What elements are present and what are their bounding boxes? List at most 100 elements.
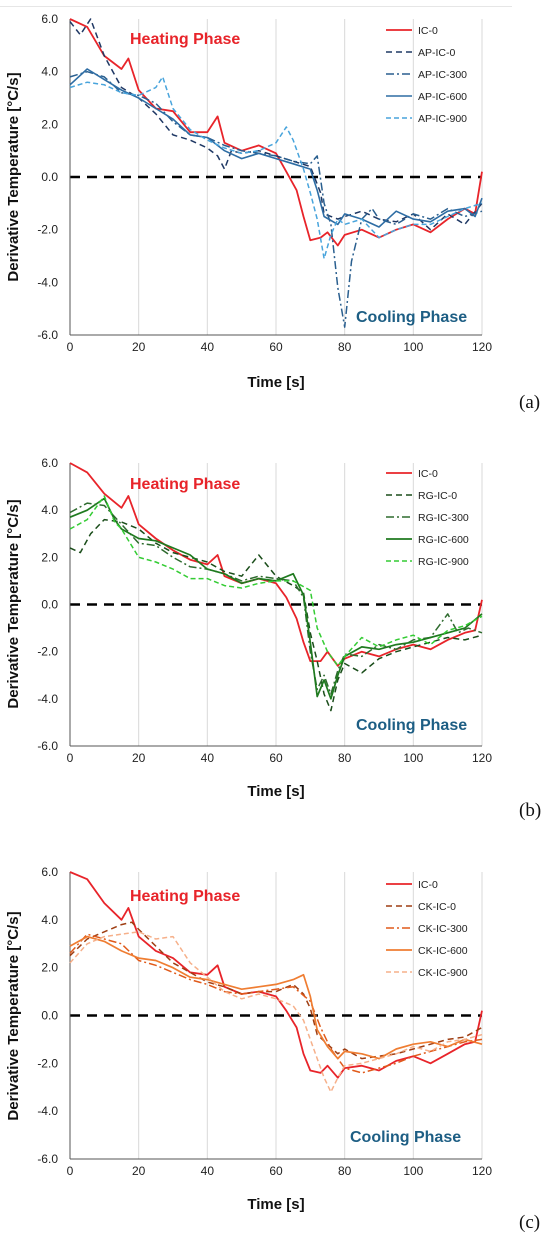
x-tick-label: 0 (67, 340, 74, 354)
y-tick-label: 4.0 (41, 913, 58, 927)
series-line-rg-ic-300 (69, 502, 483, 695)
cooling-phase-label: Cooling Phase (356, 309, 467, 326)
panel-label-b: (b) (519, 800, 542, 821)
legend-label-ap-ic-300: AP-IC-300 (418, 69, 467, 81)
heating-phase-label: Heating Phase (130, 888, 240, 905)
y-tick-label: 0.0 (41, 598, 58, 612)
legend-label-rg-ic-900: RG-IC-900 (418, 556, 469, 568)
y-tick-label: 4.0 (41, 65, 58, 79)
y-tick-label: 6.0 (41, 456, 58, 470)
series-line-ap-ic-0 (69, 18, 483, 231)
y-tick-label: 2.0 (41, 117, 58, 131)
y-tick-label: 0.0 (41, 1009, 58, 1023)
x-tick-label: 0 (67, 1164, 74, 1178)
y-tick-label: 6.0 (41, 865, 58, 879)
series-line-ck-ic-900 (69, 931, 483, 1093)
legend-label-ic-0: IC-0 (418, 879, 438, 891)
y-tick-label: -6.0 (37, 739, 58, 753)
x-tick-label: 60 (269, 340, 283, 354)
series-line-ck-ic-300 (69, 933, 483, 1074)
series-line-ap-ic-600 (69, 68, 483, 228)
legend-label-ck-ic-600: CK-IC-600 (418, 945, 468, 957)
x-tick-label: 100 (403, 1164, 423, 1178)
cooling-phase-label: Cooling Phase (350, 1129, 461, 1146)
y-tick-label: 2.0 (41, 961, 58, 975)
y-tick-label: -4.0 (37, 692, 58, 706)
cooling-phase-label: Cooling Phase (356, 717, 467, 734)
x-axis-title: Time [s] (247, 783, 304, 800)
y-tick-label: -2.0 (37, 223, 58, 237)
y-tick-label: -2.0 (37, 1056, 58, 1070)
x-axis-title: Time [s] (247, 374, 304, 391)
legend-label-ic-0: IC-0 (418, 468, 438, 480)
chart-text: 0 20 40 60 80 100 120 6.0 4.0 2.0 0.0 -2.0 -4.0 -6.0 T… (5, 456, 492, 800)
series-line-ap-ic-300 (69, 70, 483, 328)
vertical-grid (138, 19, 483, 335)
chart-text: 0 20 40 60 80 100 120 6.0 4.0 2.0 0.0 -2.0 -4.0 -6.0 T… (5, 865, 492, 1213)
x-tick-label: 40 (201, 1164, 215, 1178)
y-tick-label: -6.0 (37, 1152, 58, 1166)
page-top-rule (0, 6, 512, 7)
legend-label-ck-ic-900: CK-IC-900 (418, 967, 468, 979)
axes (69, 19, 482, 336)
x-axis-title: Time [s] (247, 1196, 304, 1213)
legend-label-rg-ic-600: RG-IC-600 (418, 534, 469, 546)
legend-label-rg-ic-300: RG-IC-300 (418, 512, 469, 524)
y-tick-label: -2.0 (37, 645, 58, 659)
y-tick-label: 4.0 (41, 503, 58, 517)
series-line-ck-ic-600 (69, 935, 483, 1060)
series-line-ic-0 (69, 871, 483, 1079)
y-tick-label: 0.0 (41, 170, 58, 184)
y-axis-title: Derivative Temperature [°C/s] (5, 499, 22, 708)
series-line-ap-ic-900 (69, 76, 483, 260)
x-tick-label: 100 (403, 340, 423, 354)
series-lines (69, 871, 483, 1093)
x-tick-label: 120 (472, 340, 492, 354)
series-lines (69, 462, 483, 712)
y-tick-label: -4.0 (37, 275, 58, 289)
chart-text: 0 20 40 60 80 100 120 6.0 4.0 2.0 0.0 -2.0 -4.0 -6.0 T… (5, 12, 492, 391)
legend-label-rg-ic-0: RG-IC-0 (418, 490, 457, 502)
chart-panel-a: 0 20 40 60 80 100 120 6.0 4.0 2.0 0.0 -2.0 -4.0 -6.0 T… (5, 12, 492, 391)
legend-label-ap-ic-600: AP-IC-600 (418, 91, 467, 103)
x-tick-label: 40 (201, 751, 215, 765)
heating-phase-label: Heating Phase (130, 476, 240, 493)
legend: IC-0 RG-IC-0 RG-IC-300 RG-IC-600 RG-IC-900 (386, 468, 469, 568)
series-line-ic-0 (69, 462, 483, 667)
y-tick-label: -6.0 (37, 328, 58, 342)
y-tick-label: 6.0 (41, 12, 58, 26)
x-tick-label: 120 (472, 1164, 492, 1178)
y-tick-label: 2.0 (41, 550, 58, 564)
x-tick-label: 120 (472, 751, 492, 765)
series-line-rg-ic-900 (69, 495, 483, 667)
chart-panel-c: 0 20 40 60 80 100 120 6.0 4.0 2.0 0.0 -2.0 -4.0 -6.0 T… (5, 865, 492, 1213)
y-axis-title: Derivative Temperature [°C/s] (5, 72, 22, 281)
legend-label-ck-ic-0: CK-IC-0 (418, 901, 456, 913)
x-tick-label: 0 (67, 751, 74, 765)
legend: IC-0 AP-IC-0 AP-IC-300 AP-IC-600 AP-IC-900 (386, 25, 467, 125)
legend-label-ic-0: IC-0 (418, 25, 438, 37)
panel-label-c: (c) (519, 1212, 541, 1233)
x-tick-label: 60 (269, 751, 283, 765)
x-tick-label: 80 (338, 1164, 352, 1178)
series-lines (69, 18, 483, 328)
panel-label-a: (a) (519, 392, 541, 413)
x-tick-label: 20 (132, 1164, 146, 1178)
y-axis-title: Derivative Temperature [°C/s] (5, 911, 22, 1120)
x-tick-label: 20 (132, 751, 146, 765)
x-tick-label: 40 (201, 340, 215, 354)
x-tick-label: 20 (132, 340, 146, 354)
legend-label-ap-ic-0: AP-IC-0 (418, 47, 456, 59)
y-tick-label: -4.0 (37, 1104, 58, 1118)
axes (69, 463, 482, 747)
x-tick-label: 80 (338, 751, 352, 765)
series-line-ck-ic-0 (69, 921, 483, 1060)
series-line-rg-ic-600 (69, 497, 483, 700)
x-tick-label: 60 (269, 1164, 283, 1178)
legend-label-ap-ic-900: AP-IC-900 (418, 113, 467, 125)
chart-panel-b: 0 20 40 60 80 100 120 6.0 4.0 2.0 0.0 -2.0 -4.0 -6.0 T… (5, 456, 492, 800)
legend: IC-0 CK-IC-0 CK-IC-300 CK-IC-600 CK-IC-900 (386, 879, 468, 979)
x-tick-label: 80 (338, 340, 352, 354)
axes (69, 872, 482, 1160)
heating-phase-label: Heating Phase (130, 31, 240, 48)
